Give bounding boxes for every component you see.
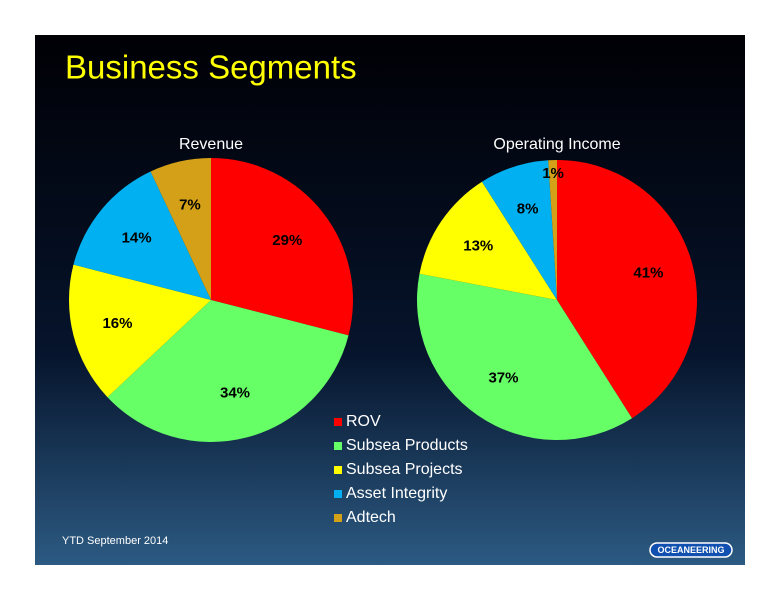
pie-slice <box>73 171 212 300</box>
slide-title: Business Segments <box>65 49 357 86</box>
footnote: YTD September 2014 <box>62 535 168 547</box>
pie-slice <box>557 160 697 419</box>
pie-slice <box>419 181 557 300</box>
pie-slice <box>69 264 211 398</box>
legend-swatch <box>334 490 342 498</box>
logo-badge <box>649 542 733 558</box>
slice-label: 37% <box>488 370 518 387</box>
pie-slice <box>150 158 211 300</box>
slice-label: 1% <box>542 165 564 182</box>
pie-title: Revenue <box>179 136 243 153</box>
legend-label: Asset Integrity <box>346 485 447 502</box>
pie-slice <box>417 273 633 440</box>
legend-label: Subsea Projects <box>346 461 463 478</box>
legend-label: Subsea Products <box>346 437 468 454</box>
logo: OCEANEERING <box>657 545 724 555</box>
pie-slice <box>548 160 557 300</box>
legend-swatch <box>334 442 342 450</box>
slice-label: 34% <box>220 384 250 401</box>
legend-swatch <box>334 418 342 426</box>
slice-label: 16% <box>102 315 132 332</box>
legend-swatch <box>334 514 342 522</box>
legend-swatch <box>334 466 342 474</box>
pie-slice <box>211 158 354 336</box>
slice-label: 13% <box>463 237 493 254</box>
pie-slice <box>107 300 349 443</box>
slice-label: 8% <box>517 200 539 217</box>
legend-label: ROV <box>346 413 381 430</box>
legend-label: Adtech <box>346 509 396 526</box>
pie-slice <box>481 160 557 300</box>
slice-label: 14% <box>122 229 152 246</box>
pie-title: Operating Income <box>493 136 620 153</box>
slice-label: 29% <box>272 232 302 249</box>
slice-label: 41% <box>633 264 663 281</box>
slice-label: 7% <box>179 197 201 214</box>
